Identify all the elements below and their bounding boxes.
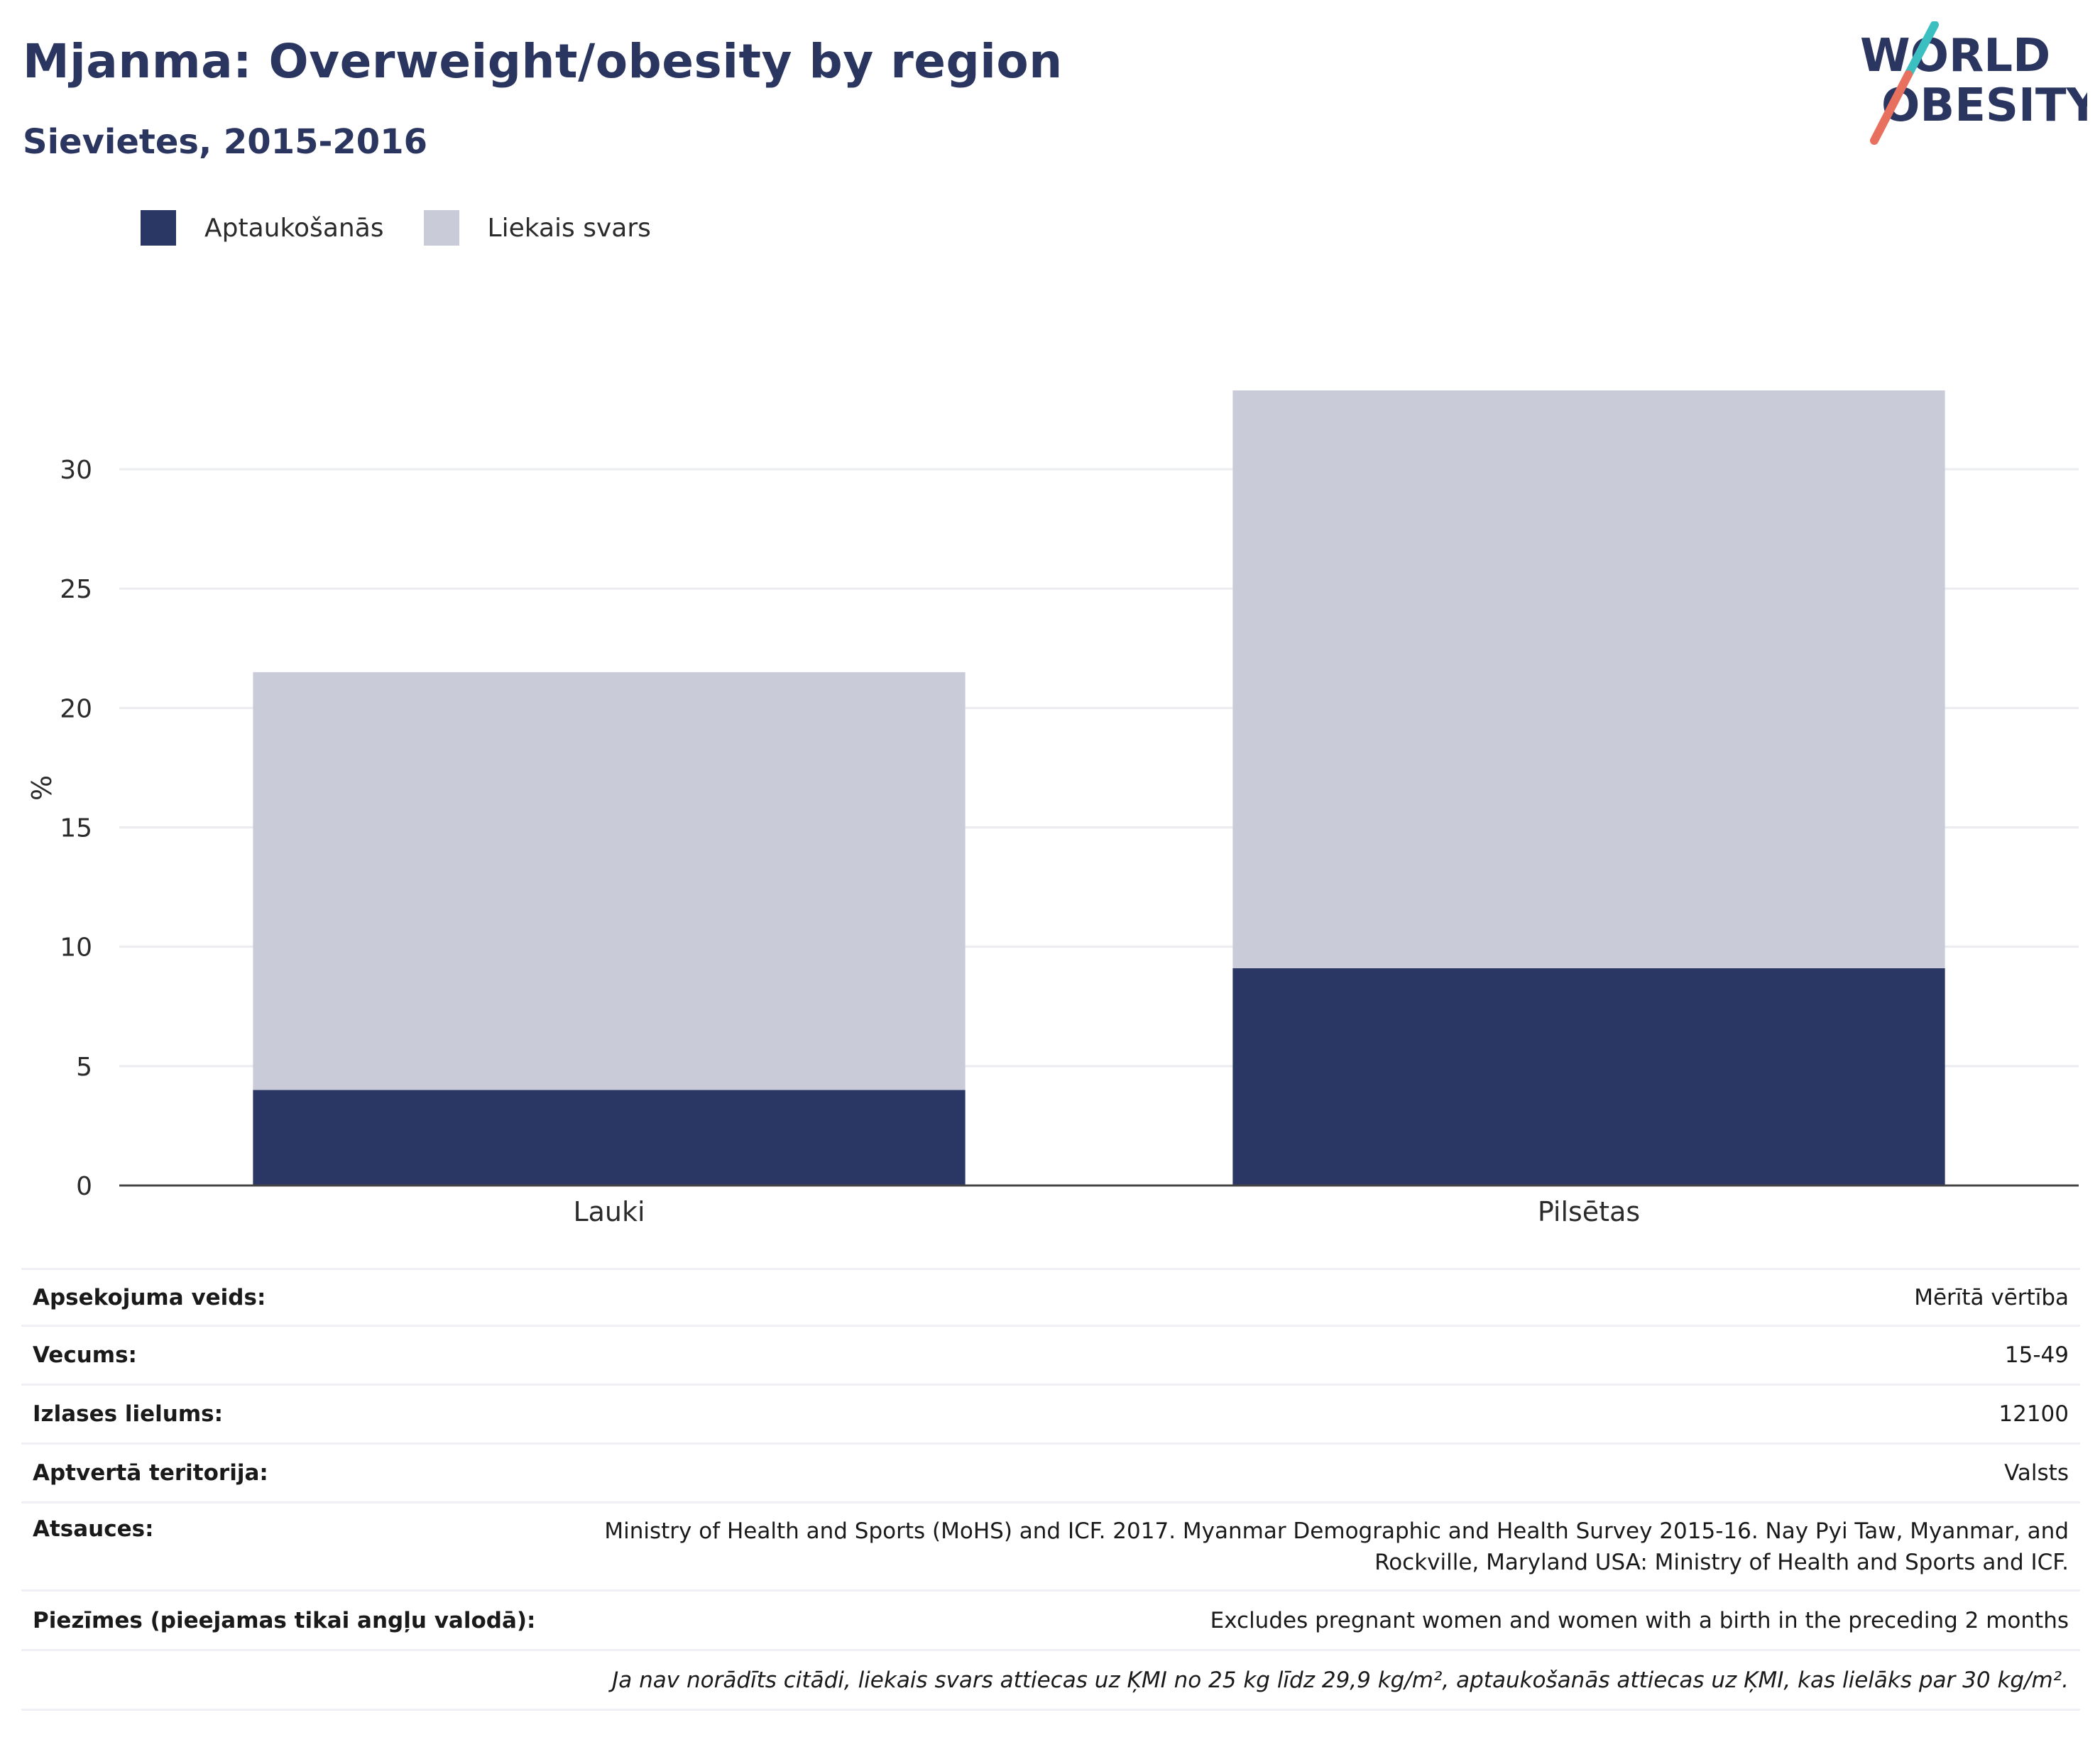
reference-line-1: Ministry of Health and Sports (MoHS) and… <box>604 1518 2069 1544</box>
meta-row-references: Atsauces: Ministry of Health and Sports … <box>21 1501 2080 1591</box>
y-tick-label: 20 <box>60 694 92 723</box>
chart-title: Mjanma: Overweight/obesity by region <box>23 34 1063 89</box>
y-tick-label: 15 <box>60 814 92 843</box>
meta-value: Mērītā vērtība <box>547 1268 2080 1326</box>
meta-value: 12100 <box>547 1384 2080 1444</box>
bar-overweight-1 <box>1232 390 1945 968</box>
x-tick-label: Pilsētas <box>1538 1196 1640 1227</box>
meta-row-coverage: Aptvertā teritorija: Valsts <box>21 1442 2080 1503</box>
meta-key: Izlases lielums: <box>21 1384 547 1444</box>
logo-word-world: WORLD <box>1860 30 2050 82</box>
meta-key: Aptvertā teritorija: <box>21 1442 547 1503</box>
meta-row-notes: Piezīmes (pieejamas tikai angļu valodā):… <box>21 1589 2080 1650</box>
bar-obesity-0 <box>253 1090 966 1185</box>
y-tick-label: 30 <box>60 456 92 485</box>
meta-key: Vecums: <box>21 1325 547 1385</box>
meta-value: 15-49 <box>547 1325 2080 1385</box>
y-tick-label: 5 <box>76 1053 92 1082</box>
meta-row-footnote: Ja nav norādīts citādi, liekais svars at… <box>21 1649 2080 1711</box>
legend-item-obesity[interactable]: Aptaukošanās <box>141 210 384 246</box>
y-tick-label: 0 <box>76 1172 92 1201</box>
meta-row-sample-size: Izlases lielums: 12100 <box>21 1384 2080 1444</box>
y-tick-label: 10 <box>60 933 92 963</box>
logo-word-obesity: OBESITY <box>1881 80 2087 132</box>
y-axis-label: % <box>26 775 58 801</box>
survey-metadata-table: Apsekojuma veids: Mērītā vērtība Vecums:… <box>21 1268 2080 1711</box>
meta-key: Atsauces: <box>21 1501 547 1591</box>
legend-label-obesity: Aptaukošanās <box>204 213 384 243</box>
meta-value: Excludes pregnant women and women with a… <box>547 1589 2080 1650</box>
y-tick-label: 25 <box>60 575 92 604</box>
bar-overweight-0 <box>253 672 966 1090</box>
meta-row-age: Vecums: 15-49 <box>21 1325 2080 1385</box>
meta-value: Ministry of Health and Sports (MoHS) and… <box>547 1501 2080 1591</box>
chart-legend: Aptaukošanās Liekais svars <box>141 210 691 246</box>
meta-key: Piezīmes (pieejamas tikai angļu valodā): <box>21 1589 547 1650</box>
chart-subtitle: Sievietes, 2015-2016 <box>23 122 427 162</box>
world-obesity-logo: WORLD OBESITY <box>1860 21 2087 145</box>
meta-key: Apsekojuma veids: <box>21 1268 547 1326</box>
meta-value: Valsts <box>547 1442 2080 1503</box>
meta-row-survey-type: Apsekojuma veids: Mērītā vērtība <box>21 1268 2080 1326</box>
reference-line-2: Rockville, Maryland USA: Ministry of Hea… <box>1374 1549 2069 1575</box>
bmi-definition-footnote: Ja nav norādīts citādi, liekais svars at… <box>21 1649 2080 1711</box>
stacked-bar-chart: 0 5 10 15 20 25 30% Lauki Pilsētas <box>26 390 2079 1227</box>
legend-swatch-overweight <box>423 210 459 246</box>
x-tick-label: Lauki <box>573 1196 645 1227</box>
legend-item-overweight[interactable]: Liekais svars <box>423 210 651 246</box>
bar-obesity-1 <box>1232 968 1945 1185</box>
legend-label-overweight: Liekais svars <box>487 213 651 243</box>
legend-swatch-obesity <box>141 210 176 246</box>
